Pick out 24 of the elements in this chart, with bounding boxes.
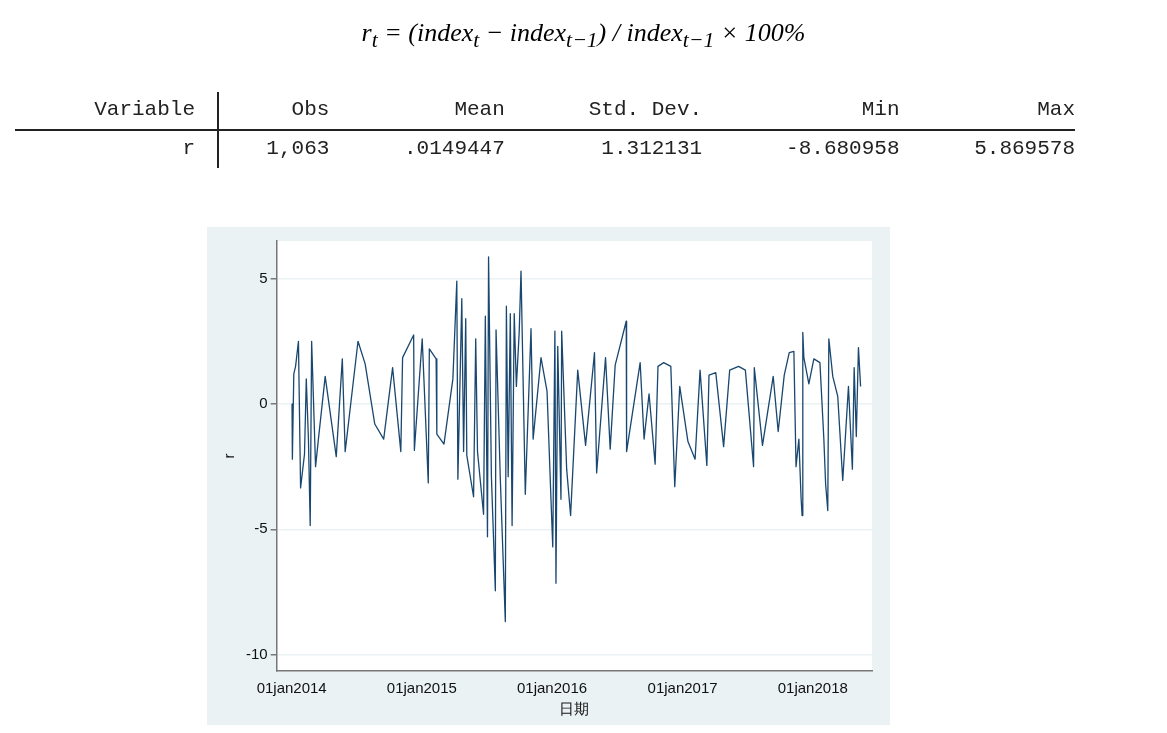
y-tick-label: 5	[259, 268, 268, 286]
text: Obs	[218, 92, 330, 130]
text: Min	[702, 92, 900, 130]
text: r	[15, 130, 218, 168]
y-tick-label: -5	[254, 519, 268, 537]
text: 1.312131	[600, 136, 703, 162]
text: Max	[899, 92, 1075, 130]
text: Variable	[15, 92, 218, 130]
text: 5.869578	[973, 136, 1075, 162]
x-tick-label: 01jan2014	[256, 679, 327, 697]
x-axis-title: 日期	[559, 700, 590, 718]
y-axis-title: r	[220, 453, 238, 459]
x-tick-label: 01jan2018	[777, 679, 848, 697]
text: Mean	[329, 92, 505, 130]
text: .0149447	[403, 136, 505, 162]
y-tick-label: -10	[245, 644, 268, 662]
text: -8.680958	[785, 136, 900, 162]
x-tick-label: 01jan2015	[386, 679, 457, 697]
x-tick-label: 01jan2016	[517, 679, 588, 697]
y-tick-label: 0	[259, 394, 268, 412]
x-tick-label: 01jan2017	[647, 679, 718, 697]
text: Std. Dev.	[504, 92, 703, 130]
text: r$_{t}$ = (index$_{t}$ − index$_{t−1}$) / index$_{t−1}$ × 100%	[361, 18, 806, 53]
text: 1,063	[265, 136, 330, 162]
